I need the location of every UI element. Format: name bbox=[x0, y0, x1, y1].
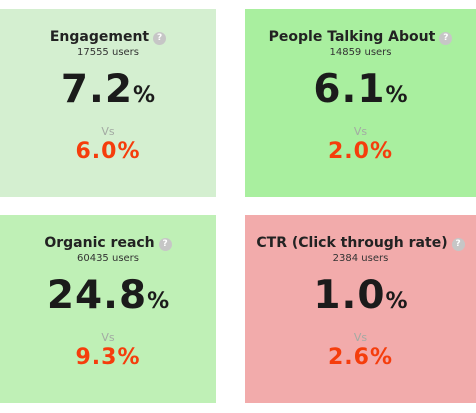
metric-unit: % bbox=[385, 83, 408, 108]
compare-value: 6.0% bbox=[75, 139, 141, 164]
metric-value: 7.2% bbox=[0, 66, 216, 120]
card-title: Engagement bbox=[49, 29, 150, 45]
compare-value: 9.3% bbox=[75, 345, 141, 370]
users-row: 17555 users bbox=[0, 47, 216, 58]
metric-value: 6.1% bbox=[245, 66, 476, 120]
vs-label: Vs bbox=[353, 331, 368, 344]
vs-label: Vs bbox=[101, 125, 115, 138]
metric-value: 1.0% bbox=[245, 272, 476, 326]
metric-unit: % bbox=[147, 289, 170, 314]
vs-label: Vs bbox=[353, 125, 368, 138]
card-title: Organic reach bbox=[44, 235, 155, 251]
compare-value: 2.0% bbox=[327, 139, 393, 164]
users-row: 14859 users bbox=[245, 47, 476, 58]
metric-value: 24.8% bbox=[0, 272, 216, 326]
metric-unit: % bbox=[133, 83, 156, 108]
users-row: 2384 users bbox=[245, 253, 476, 264]
users-count: 14859 bbox=[329, 47, 362, 58]
card-title: People Talking About bbox=[268, 29, 436, 45]
users-suffix: users bbox=[361, 253, 389, 264]
metric-unit: % bbox=[385, 289, 408, 314]
question-circle-icon[interactable]: ? bbox=[451, 238, 465, 251]
card-title-row: People Talking About? bbox=[245, 29, 476, 45]
vs-label: Vs bbox=[101, 331, 115, 344]
users-suffix: users bbox=[111, 47, 140, 58]
metric-card-ctr: CTR (Click through rate)? 2384 users 1.0… bbox=[245, 215, 476, 403]
compare-value: 2.6% bbox=[327, 345, 393, 370]
users-count: 60435 bbox=[76, 253, 109, 264]
metric-card-engagement: Engagement? 17555 users 7.2% Vs 6.0% bbox=[0, 9, 216, 197]
card-title-row: Engagement? bbox=[0, 29, 216, 45]
card-title-row: Organic reach? bbox=[0, 235, 216, 251]
metric-card-people-talking-about: People Talking About? 14859 users 6.1% V… bbox=[245, 9, 476, 197]
users-suffix: users bbox=[364, 47, 392, 58]
metric-card-organic-reach: Organic reach? 60435 users 24.8% Vs 9.3% bbox=[0, 215, 216, 403]
users-row: 60435 users bbox=[0, 253, 216, 264]
metric-number: 24.8 bbox=[46, 273, 148, 318]
users-count: 17555 bbox=[76, 47, 109, 58]
question-circle-icon[interactable]: ? bbox=[439, 32, 453, 45]
metric-number: 1.0 bbox=[313, 273, 386, 318]
metric-number: 7.2 bbox=[60, 67, 134, 112]
metric-number: 6.1 bbox=[313, 67, 386, 112]
users-count: 2384 bbox=[332, 253, 359, 264]
question-circle-icon[interactable]: ? bbox=[153, 32, 167, 45]
question-circle-icon[interactable]: ? bbox=[158, 238, 172, 251]
card-title: CTR (Click through rate) bbox=[256, 235, 448, 251]
card-title-row: CTR (Click through rate)? bbox=[245, 235, 476, 251]
users-suffix: users bbox=[111, 253, 140, 264]
